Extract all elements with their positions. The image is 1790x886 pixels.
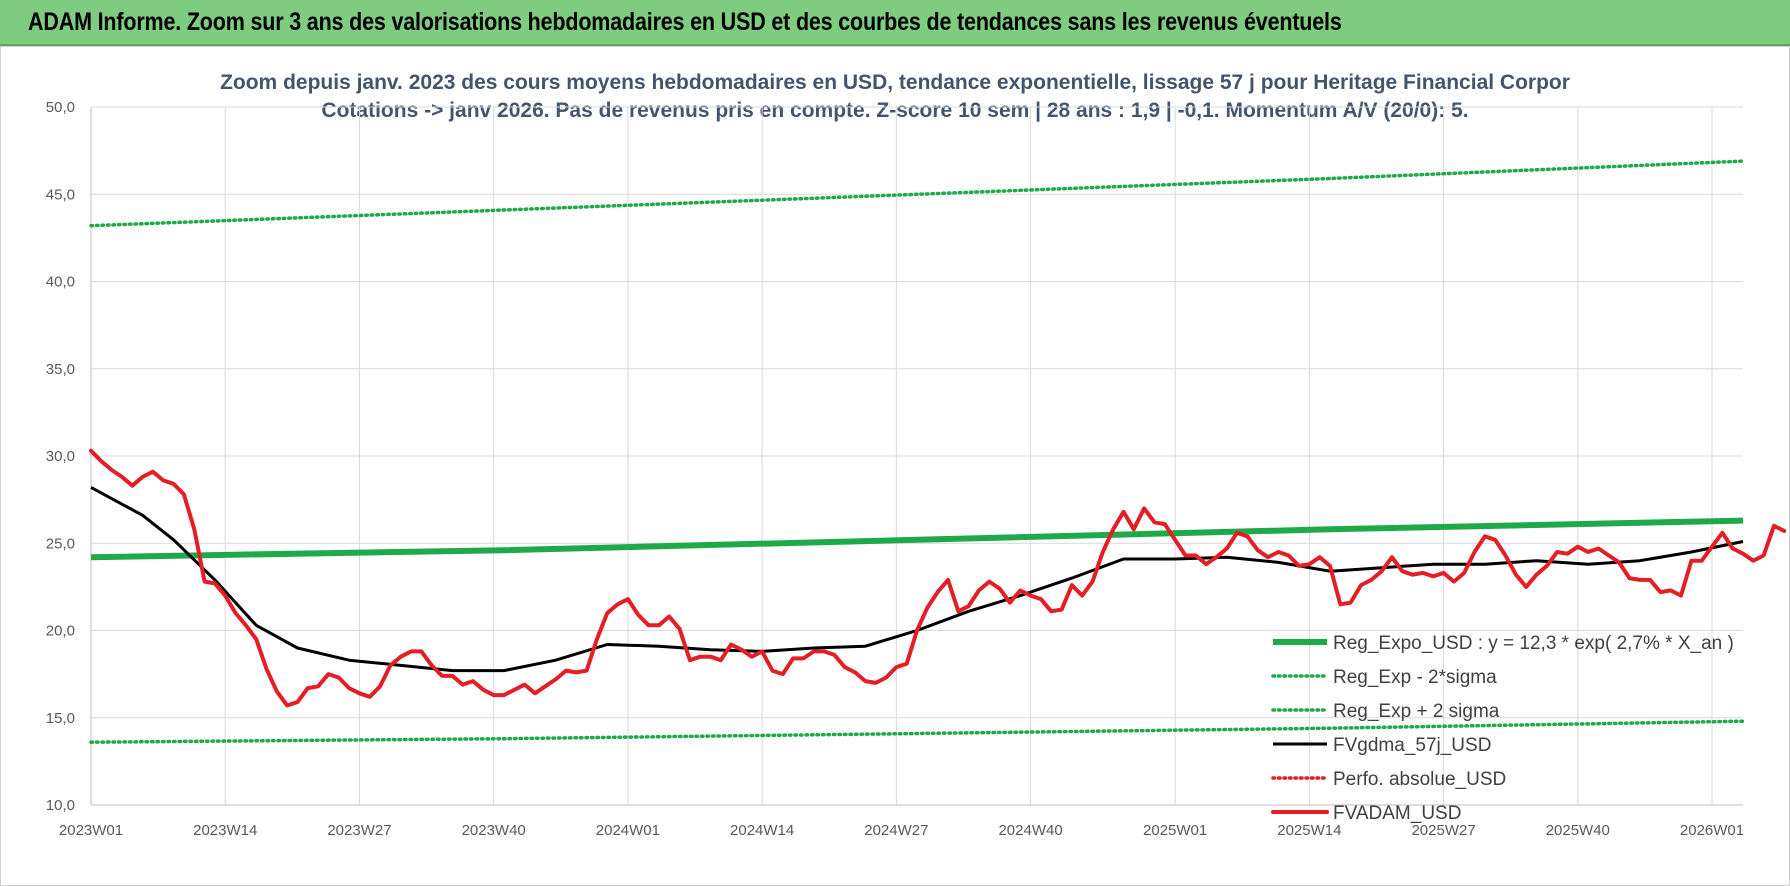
x-tick-label: 2024W27 [864,822,928,839]
chart-title-line-1: Zoom depuis janv. 2023 des cours moyens … [220,71,1570,94]
series-line-3 [90,486,1744,673]
x-tick-label: 2023W14 [193,822,257,839]
x-tick-label: 2025W14 [1277,822,1341,839]
x-tick-label: 2025W01 [1143,822,1207,839]
y-tick-label: 25,0 [46,535,75,552]
y-tick-label: 40,0 [46,274,75,291]
legend-label-0: Reg_Expo_USD : y = 12,3 * exp( 2,7% * X_… [1333,633,1734,654]
chart-title: Zoom depuis janv. 2023 des cours moyens … [220,71,1570,122]
series-line-0 [90,517,1744,561]
legend-label-5: FVADAM_USD [1333,803,1461,824]
y-tick-label: 20,0 [46,623,75,640]
x-tick-label: 2025W27 [1411,822,1475,839]
chart-title-line-2: Cotations -> janv 2026. Pas de revenus p… [321,99,1468,122]
y-tick-label: 50,0 [46,99,75,116]
legend-label-1: Reg_Exp - 2*sigma [1333,667,1497,688]
x-tick-label: 2023W40 [462,822,526,839]
line-chart: Zoom depuis janv. 2023 des cours moyens … [46,71,1787,839]
chart-frame: Zoom depuis janv. 2023 des cours moyens … [0,46,1790,886]
series-line-1 [89,719,1745,744]
x-tick-label: 2024W40 [998,822,1062,839]
axes: 50,0 45,0 40,0 35,0 30,0 25,0 20,0 15,0 10,0 2023… [46,99,1744,839]
legend-label-4: Perfo. absolue_USD [1333,769,1506,790]
y-tick-label: 35,0 [46,361,75,378]
series-line-2 [89,159,1745,228]
x-tick-label: 2023W27 [327,822,391,839]
x-tick-label: 2025W40 [1546,822,1610,839]
x-tick-label: 2023W01 [59,822,123,839]
legend-label-3: FVgdma_57j_USD [1333,735,1491,756]
y-tick-label: 45,0 [46,186,75,203]
legend-label-2: Reg_Exp + 2 sigma [1333,701,1500,722]
x-tick-label: 2026W01 [1680,822,1744,839]
x-tick-label: 2024W01 [596,822,660,839]
y-tick-label: 30,0 [46,448,75,465]
y-tick-label: 15,0 [46,710,75,727]
series-lines [89,159,1787,744]
legend: Reg_Expo_USD : y = 12,3 * exp( 2,7% * X_… [1271,633,1734,824]
y-tick-label: 10,0 [46,797,75,814]
page-header: ADAM Informe. Zoom sur 3 ans des valoris… [0,0,1790,46]
x-tick-label: 2024W14 [730,822,794,839]
series-line-5 [89,448,1787,708]
page-title: ADAM Informe. Zoom sur 3 ans des valoris… [28,8,1342,36]
